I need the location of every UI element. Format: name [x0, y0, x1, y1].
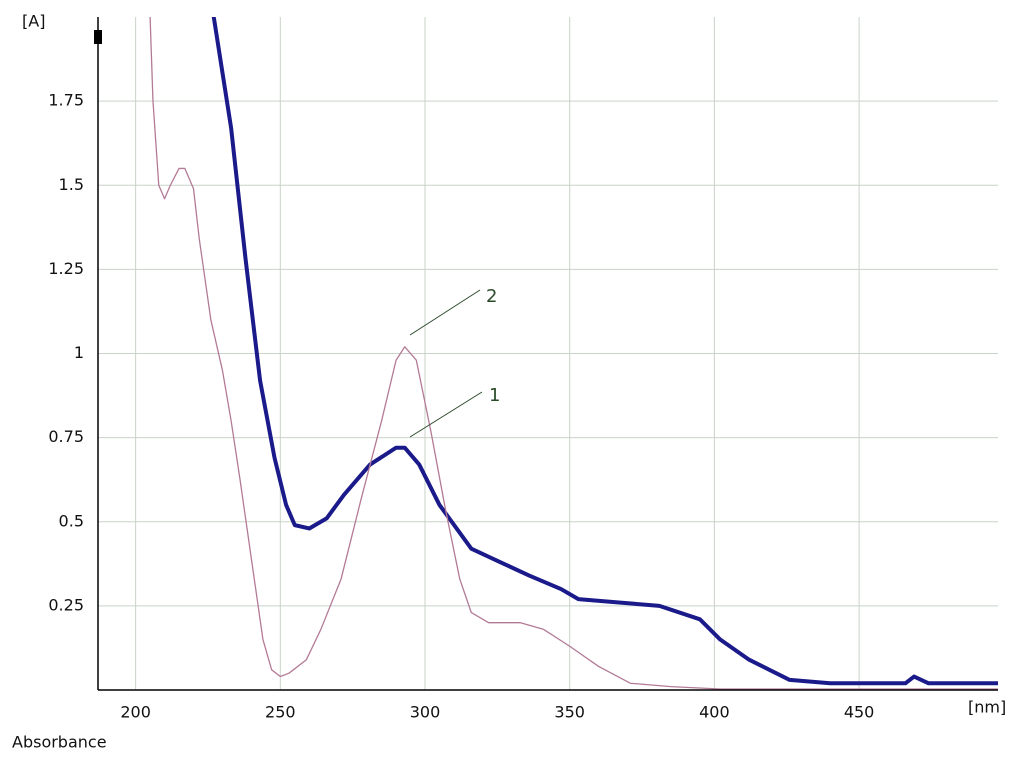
y-axis-label: [A]	[22, 12, 45, 31]
x-tick-label: 400	[699, 703, 730, 722]
annotation: 1	[489, 385, 500, 406]
grid	[98, 17, 998, 690]
y-tick-label: 1	[74, 343, 84, 362]
x-axis-label: [nm]	[968, 698, 1006, 717]
y-tick-label: 0.5	[59, 511, 84, 530]
leader-line	[409, 391, 483, 438]
y-tick-label: 0.75	[48, 427, 84, 446]
series-line	[211, 17, 998, 686]
x-tick-label: 250	[265, 703, 296, 722]
x-tick-label: 450	[844, 703, 875, 722]
x-tick-label: 350	[554, 703, 585, 722]
annotation: 2	[486, 286, 497, 307]
axis-marker	[94, 30, 102, 44]
plot-area	[149, 17, 998, 690]
x-tick-label: 200	[120, 703, 151, 722]
x-tick-label: 300	[410, 703, 441, 722]
footer: Absorbance	[12, 733, 107, 752]
leader-line	[409, 289, 481, 336]
y-tick-label: 1.75	[48, 91, 84, 110]
series-line	[149, 17, 998, 690]
y-tick-label: 1.5	[59, 175, 84, 194]
y-tick-label: 0.25	[48, 595, 84, 614]
y-tick-label: 1.25	[48, 259, 84, 278]
